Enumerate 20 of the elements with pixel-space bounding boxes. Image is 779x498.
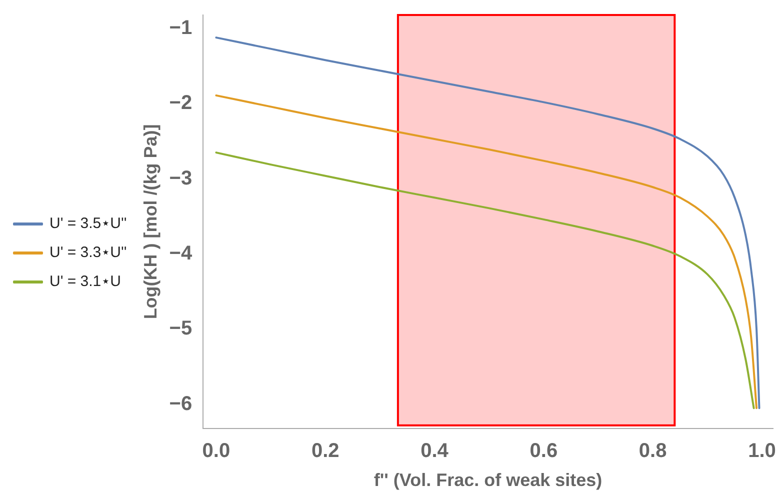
legend-label: U' = 3.1⋆U: [50, 273, 121, 290]
x-tick-label: 1.0: [748, 440, 776, 462]
y-axis-title: Log(KH ) [mol /(kg Pa)]: [140, 124, 160, 320]
y-tick-label: −3: [169, 167, 192, 190]
x-axis-title: f'' (Vol. Frac. of weak sites): [374, 470, 602, 490]
x-tick-label: 0.6: [530, 440, 558, 462]
line-series: [215, 152, 755, 410]
y-tick-label: −6: [169, 392, 192, 415]
line-series: [215, 36, 760, 410]
legend-label: U' = 3.3⋆U'': [50, 244, 127, 262]
x-tick-label: 0.0: [202, 440, 230, 462]
y-tick-label: −1: [169, 17, 192, 40]
legend-label: U' = 3.5⋆U'': [50, 215, 127, 232]
x-tick-label: 0.4: [420, 440, 450, 462]
x-tick-label: 0.8: [638, 440, 667, 462]
x-tick-label: 0.2: [311, 440, 340, 462]
line-series: [215, 94, 758, 410]
y-tick-label: −4: [169, 242, 193, 265]
y-tick-label: −2: [169, 92, 192, 114]
y-tick-label: −5: [169, 318, 192, 340]
